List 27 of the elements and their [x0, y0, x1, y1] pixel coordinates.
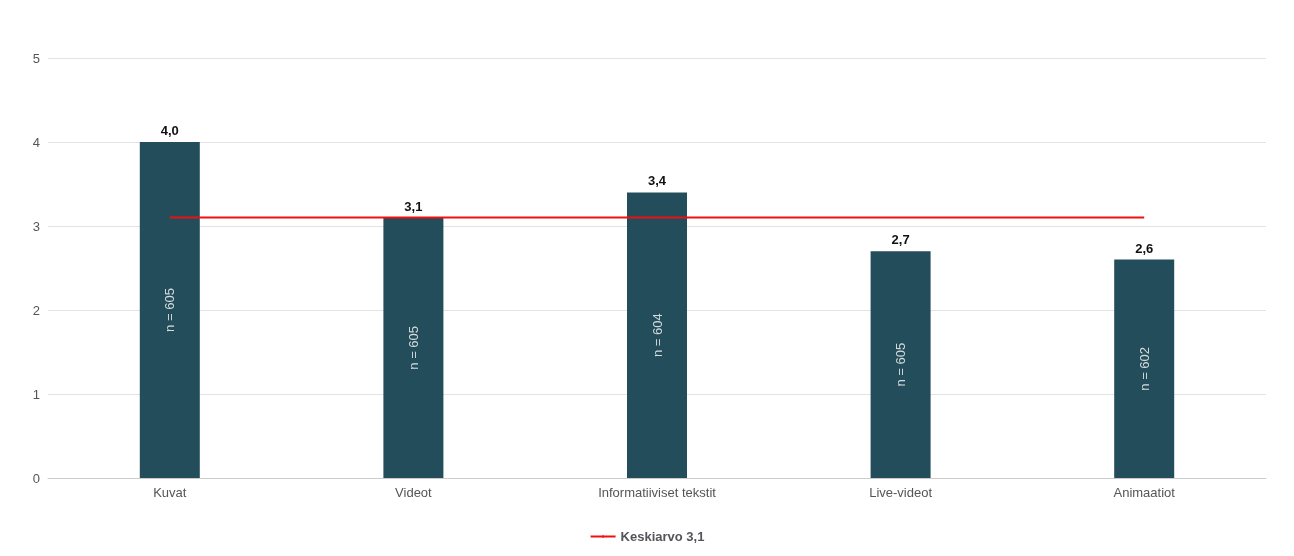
y-tick-label: 1: [32, 386, 40, 402]
y-tick-label: 4: [32, 134, 40, 150]
data-label: 3,4: [647, 173, 667, 189]
data-label: 2,6: [1135, 240, 1154, 256]
x-tick-label: Informatiiviset tekstit: [598, 485, 717, 500]
annotation: n = 605: [405, 325, 421, 370]
x-tick-label: Animaatiot: [1113, 485, 1176, 500]
bar: [627, 192, 687, 478]
y-tick-label: 3: [32, 218, 40, 234]
annotation: n = 605: [893, 342, 909, 387]
y-tick-label: 5: [32, 50, 40, 66]
legend-label: Keskiarvo 3,1: [620, 529, 705, 544]
bar: [870, 251, 931, 478]
annotation: n = 604: [649, 313, 665, 358]
bar: [383, 217, 444, 478]
annotation: n = 602: [1136, 346, 1152, 391]
x-tick-label: Videot: [395, 485, 433, 500]
x-tick-label: Kuvat: [153, 485, 187, 500]
x-tick-label: Live-videot: [869, 485, 933, 500]
y-tick-label: 2: [32, 302, 40, 318]
data-label: 2,7: [891, 232, 910, 248]
bar: [139, 142, 200, 478]
bar: [1114, 259, 1175, 478]
y-tick-label: 0: [32, 470, 40, 486]
data-label: 4,0: [160, 123, 179, 138]
annotation: n = 605: [162, 288, 178, 332]
data-label: 3,1: [404, 198, 423, 214]
